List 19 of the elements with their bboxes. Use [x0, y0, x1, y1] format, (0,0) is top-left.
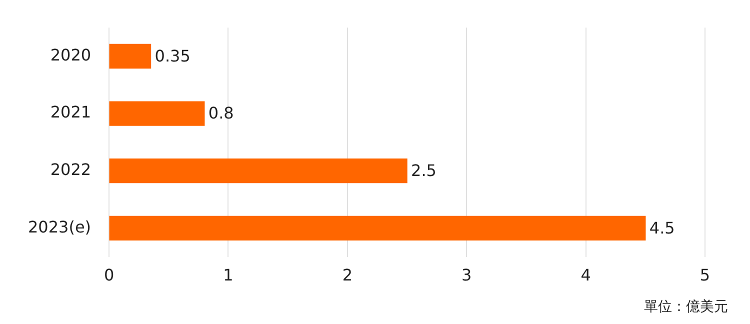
data-label: 2.5	[411, 161, 436, 180]
text: 單位：億美元	[644, 298, 728, 316]
y-tick-label: 2021	[50, 102, 92, 122]
x-tick-label: 2	[342, 266, 353, 285]
bar	[109, 158, 408, 184]
x-tick-label: 4	[580, 266, 591, 285]
y-tick-label: 2022	[50, 160, 92, 180]
y-tick-label: 2023(e)	[28, 217, 92, 236]
bar	[109, 216, 646, 240]
x-tick-label: 5	[700, 266, 710, 285]
data-label: 0.35	[154, 46, 190, 66]
x-tick-label: 1	[223, 266, 234, 285]
data-label: 4.5	[649, 218, 675, 238]
data-label: 0.8	[208, 104, 234, 123]
bar	[109, 44, 152, 69]
y-tick-label: 2020	[50, 45, 92, 64]
bar	[109, 101, 205, 126]
x-tick-label: 3	[462, 266, 472, 285]
x-tick-label: 0	[104, 266, 114, 285]
